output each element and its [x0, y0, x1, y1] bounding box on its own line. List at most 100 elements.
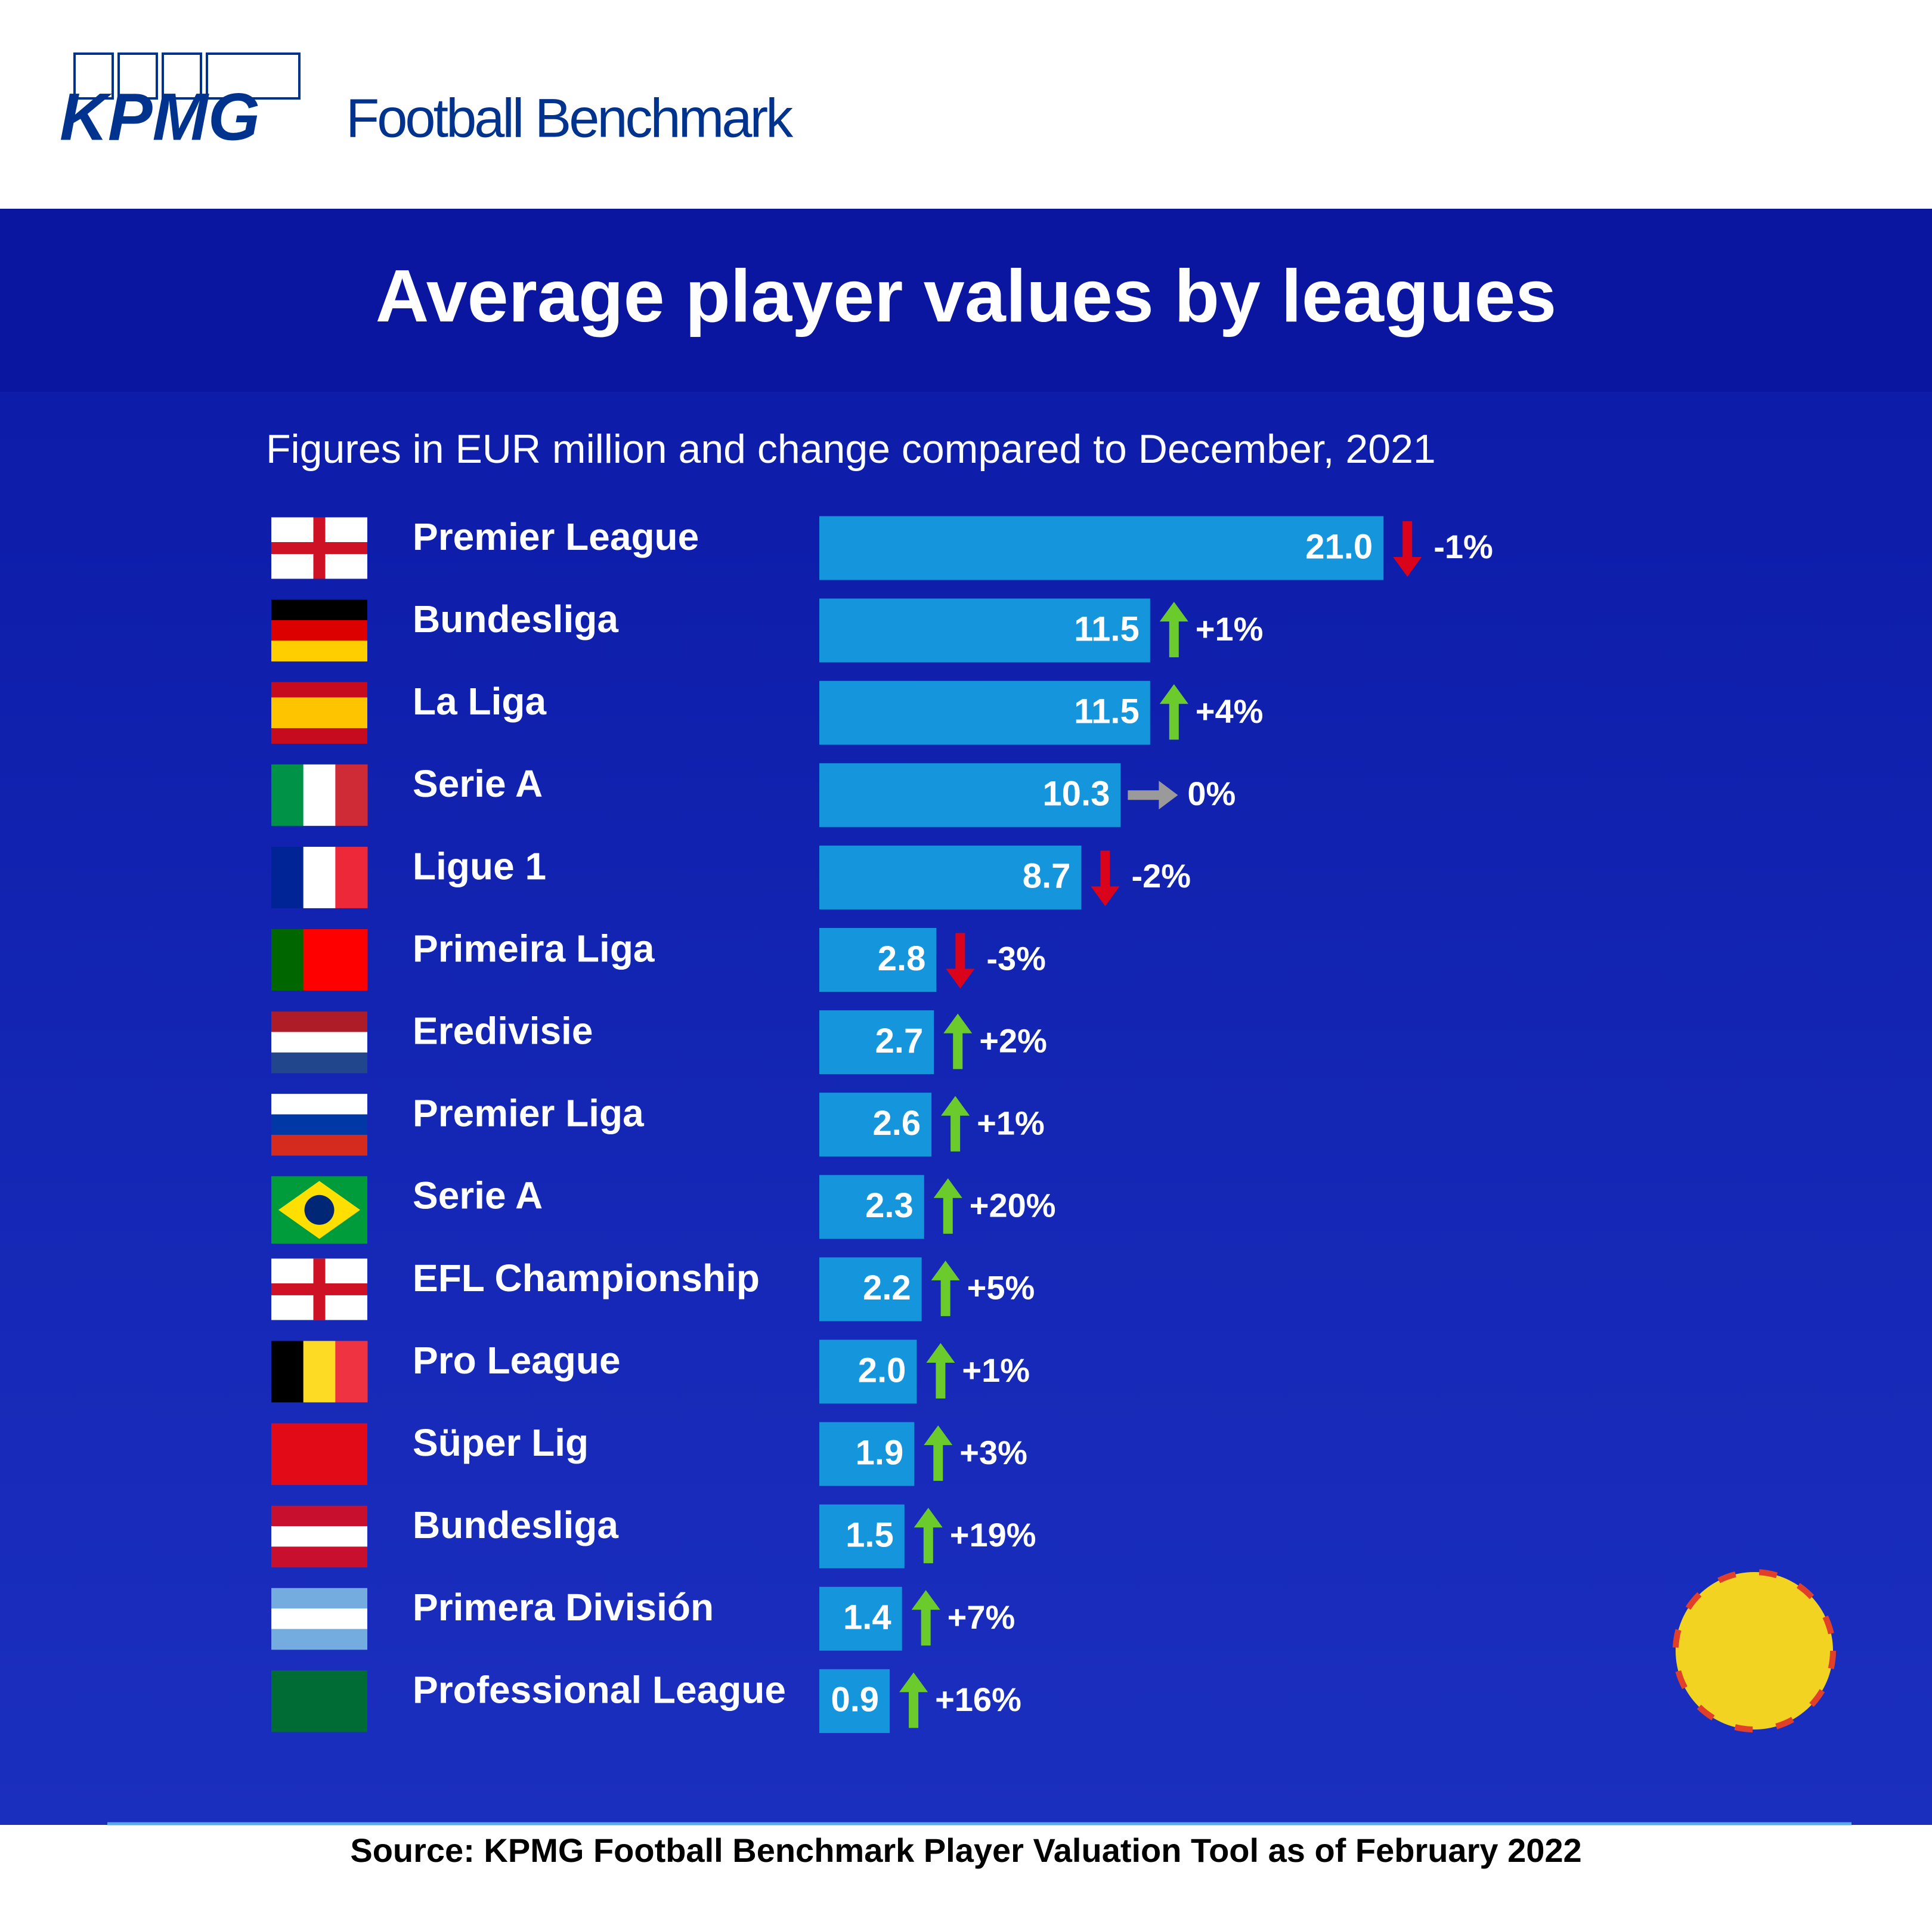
- title-band: [0, 209, 1932, 392]
- bar: [819, 1504, 905, 1568]
- flag: [271, 1505, 367, 1568]
- change-arrow-up: [899, 1672, 928, 1728]
- source-note: Source: KPMG Football Benchmark Player V…: [350, 1831, 1581, 1869]
- value-label: 21.0: [1305, 527, 1373, 566]
- league-name: Ligue 1: [413, 844, 546, 887]
- change-label: -1%: [1433, 528, 1493, 565]
- flag-stripe: [271, 1134, 367, 1156]
- flag-stripe: [271, 1423, 367, 1486]
- flag-stripe: [271, 1505, 367, 1527]
- change-label: +19%: [950, 1516, 1036, 1554]
- change-label: 0%: [1187, 775, 1236, 812]
- change-arrow-down: [1091, 850, 1120, 906]
- flag: [271, 929, 368, 991]
- league-name: Bundesliga: [413, 1503, 618, 1546]
- flag-stripe: [335, 846, 368, 908]
- change-label: +5%: [967, 1269, 1035, 1307]
- value-label: 10.3: [1042, 775, 1110, 813]
- value-label: 2.3: [865, 1186, 914, 1225]
- flag-stripe: [271, 713, 367, 729]
- value-label: 1.4: [843, 1598, 891, 1637]
- bar: [819, 1010, 934, 1075]
- flag: [271, 517, 367, 579]
- flag: [271, 1670, 367, 1732]
- chart-title: Average player values by leagues: [376, 255, 1557, 338]
- league-name: Primeira Liga: [413, 927, 655, 970]
- chart-subtitle: Figures in EUR million and change compar…: [266, 426, 1436, 472]
- change-arrow-up: [1159, 602, 1188, 658]
- flag-stripe: [271, 846, 304, 908]
- bar: [819, 1339, 917, 1404]
- flag-stripe: [271, 1094, 367, 1115]
- flag: [271, 1588, 367, 1650]
- flag-stripe: [271, 764, 304, 826]
- bar: [819, 1175, 924, 1239]
- change-label: +20%: [970, 1187, 1056, 1224]
- flag-stripe: [271, 682, 367, 698]
- bar: [819, 763, 1121, 827]
- flag-stripe: [335, 929, 368, 991]
- value-label: 11.5: [1074, 692, 1140, 731]
- flag-stripe: [313, 1258, 326, 1320]
- change-arrow-up: [933, 1178, 962, 1234]
- flag-globe: [304, 1195, 335, 1225]
- flag-stripe: [303, 846, 336, 908]
- value-label: 8.7: [1023, 857, 1071, 896]
- flag: [271, 846, 368, 908]
- logo-boxes: [73, 52, 301, 100]
- flag: [271, 1341, 368, 1403]
- flag: [271, 1258, 367, 1320]
- change-arrow-up: [926, 1343, 955, 1399]
- flag-stripe: [271, 1608, 367, 1629]
- flag-stripe: [303, 764, 336, 826]
- league-name: La Liga: [413, 680, 546, 723]
- flag-stripe: [271, 1114, 367, 1136]
- flag-stripe: [271, 1032, 367, 1053]
- flag: [271, 1094, 367, 1156]
- change-arrow-up: [914, 1508, 943, 1564]
- player-placeholder: [1673, 1569, 1836, 1732]
- change-label: -2%: [1131, 857, 1191, 895]
- flag-stripe: [271, 620, 367, 641]
- value-label: 0.9: [831, 1681, 879, 1719]
- flag: [271, 1011, 367, 1073]
- bar: [819, 516, 1384, 580]
- league-name: Süper Lig: [413, 1421, 589, 1464]
- change-label: +4%: [1196, 692, 1264, 730]
- flag-stripe: [271, 929, 304, 991]
- bar: [819, 1669, 890, 1733]
- league-name: Serie A: [413, 1174, 543, 1217]
- flag-stripe: [335, 1341, 368, 1403]
- change-label: +1%: [962, 1351, 1030, 1389]
- flag-stripe: [313, 517, 326, 579]
- flag-stripe: [303, 929, 336, 991]
- flag-stripe: [303, 1341, 336, 1403]
- value-label: 2.8: [878, 939, 926, 978]
- value-label: 11.5: [1074, 609, 1140, 648]
- flag: [271, 682, 367, 744]
- change-label: +2%: [979, 1022, 1047, 1059]
- change-arrow-down: [1393, 521, 1422, 577]
- flag: [271, 1176, 367, 1244]
- bar: [819, 1586, 902, 1651]
- change-label: -3%: [986, 939, 1046, 977]
- flag-stripe: [271, 1052, 367, 1073]
- flag: [271, 599, 367, 662]
- value-label: 1.5: [846, 1516, 894, 1555]
- change-arrow-up: [931, 1260, 960, 1316]
- league-name: Premier Liga: [413, 1092, 644, 1135]
- change-arrow-up: [943, 1013, 973, 1069]
- league-name: Serie A: [413, 762, 543, 805]
- change-arrow-down: [946, 933, 975, 989]
- bar: [819, 598, 1150, 663]
- change-arrow-up: [911, 1590, 940, 1646]
- change-label: +1%: [977, 1104, 1045, 1141]
- value-label: 2.2: [863, 1268, 911, 1307]
- bar-rows: Premier League Bundesliga La Liga Serie A Li…: [271, 515, 1493, 1733]
- change-arrow-up: [941, 1096, 970, 1152]
- change-arrow-up: [1159, 684, 1188, 740]
- product-name: Football Benchmark: [346, 88, 794, 148]
- bar: [819, 928, 937, 992]
- change-label: +7%: [948, 1598, 1015, 1636]
